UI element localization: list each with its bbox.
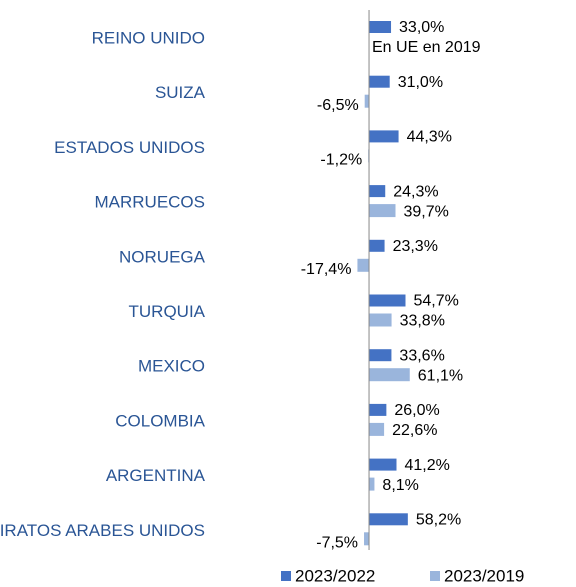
bar: [369, 513, 408, 526]
value-label: 31,0%: [398, 74, 443, 91]
bar: [364, 94, 370, 108]
bar: [369, 403, 387, 416]
value-label: 54,7%: [414, 293, 459, 310]
bar: [369, 458, 397, 471]
value-label: 41,2%: [405, 457, 450, 474]
bar: [369, 313, 392, 327]
category-label: NORUEGA: [119, 247, 206, 266]
bar: [369, 204, 396, 218]
category-label: MARRUECOS: [94, 193, 205, 212]
legend-label: 2023/2019: [444, 566, 524, 585]
bar: [369, 477, 375, 491]
bar: [369, 130, 399, 143]
value-label: 8,1%: [382, 477, 418, 494]
bar: [369, 422, 385, 436]
bar: [357, 258, 370, 272]
value-label: 24,3%: [393, 183, 438, 200]
value-label: 39,7%: [404, 203, 449, 220]
value-label: -6,5%: [317, 97, 359, 114]
legend-swatch: [430, 571, 440, 581]
bar: [369, 75, 390, 88]
category-label: ESTADOS UNIDOS: [54, 138, 205, 157]
value-label: 26,0%: [394, 402, 439, 419]
legend-label: 2023/2022: [295, 566, 375, 585]
category-label: REINO UNIDO: [92, 28, 205, 47]
value-label: 44,3%: [407, 129, 452, 146]
legend-swatch: [281, 571, 291, 581]
bar: [369, 239, 385, 252]
bar: [369, 294, 406, 307]
category-label: ARGENTINA: [106, 466, 206, 485]
category-label: MEXICO: [138, 357, 205, 376]
bar: [369, 21, 392, 33]
value-label: 23,3%: [393, 238, 438, 255]
bar: [369, 368, 410, 382]
value-label: -7,5%: [316, 535, 358, 552]
category-label: TURQUIA: [129, 302, 206, 321]
annotation: En UE en 2019: [372, 39, 481, 56]
value-label: 33,8%: [400, 313, 445, 330]
bar: [364, 532, 370, 546]
value-label: -17,4%: [301, 261, 352, 278]
value-label: 58,2%: [416, 512, 461, 529]
value-label: 33,0%: [399, 19, 444, 36]
value-label: -1,2%: [320, 152, 362, 169]
category-label: COLOMBIA: [115, 411, 205, 430]
value-label: 22,6%: [392, 422, 437, 439]
bar: [369, 185, 386, 198]
value-label: 33,6%: [399, 347, 444, 364]
bar: [369, 349, 392, 362]
category-label: SUIZA: [155, 83, 206, 102]
value-label: 61,1%: [418, 367, 463, 384]
category-label: EMIRATOS ARABES UNIDOS: [0, 521, 205, 540]
